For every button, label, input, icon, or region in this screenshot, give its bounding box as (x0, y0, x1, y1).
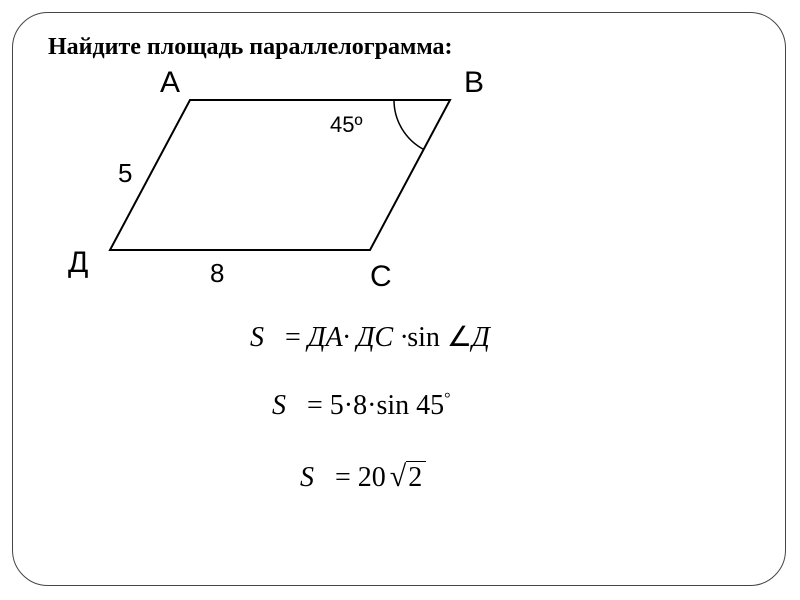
sqrt-expression: √2 (386, 460, 426, 494)
formula-s: S (272, 390, 286, 421)
side-label-ad: 5 (118, 158, 132, 189)
formula-s: S (300, 462, 314, 493)
vertex-label-a: А (160, 66, 180, 100)
angle-icon: ∠ (447, 322, 472, 353)
formula-substituted: S = 5·8·sin 45° (272, 390, 451, 422)
formula-result: S = 20√2 (300, 460, 426, 494)
formula-eq: = (300, 390, 330, 421)
side-label-dc: 8 (210, 258, 224, 289)
formula-eq: = (278, 322, 308, 353)
vertex-label-b: В (464, 66, 484, 100)
parallelogram-diagram (0, 0, 800, 600)
formula-general: S = ДА· ДС ·sin ∠Д (250, 320, 490, 354)
sqrt-radicand: 2 (406, 461, 426, 493)
angle-label: 45º (330, 112, 363, 138)
formula-sin: sin (407, 322, 440, 353)
formula-body-prefix: ДА· ДС · (308, 322, 407, 353)
degree-icon: ° (444, 391, 450, 408)
formula-coef: 20 (358, 462, 386, 493)
vertex-label-d: Д (68, 246, 88, 280)
formula-angle-var: Д (472, 322, 490, 353)
formula-s: S (250, 322, 264, 353)
sqrt-icon: √ (390, 460, 406, 493)
formula-body: 5·8·sin 45 (330, 390, 444, 421)
formula-eq: = (328, 462, 358, 493)
vertex-label-c: С (370, 260, 392, 294)
